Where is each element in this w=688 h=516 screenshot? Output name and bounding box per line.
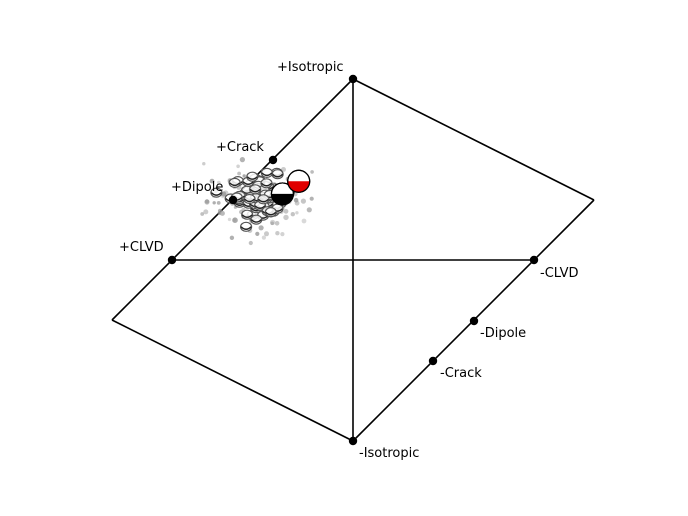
reference-points: +Isotropic +Crack +Dipole +CLVD -CLVD -Dipole… (119, 60, 579, 461)
solution-beachball (246, 171, 259, 182)
solution-point (283, 214, 289, 221)
solution-point (283, 208, 289, 214)
beachball-nodal-line (249, 188, 261, 193)
solution-point (270, 219, 276, 225)
solution-point (300, 198, 306, 204)
reference-label: -Crack (440, 366, 482, 381)
solution-point (227, 217, 232, 222)
solution-point (209, 178, 215, 184)
solution-beachball (260, 167, 273, 178)
solution-beachball (241, 209, 254, 220)
reference-point (348, 74, 358, 84)
beachball-nodal-line (254, 205, 266, 209)
beachball-border (270, 182, 295, 206)
beachball-nodal-line (246, 176, 258, 180)
frame-edge (111, 319, 354, 442)
beachball-quadrant (287, 181, 310, 193)
solution-point (248, 240, 253, 246)
solution-point (212, 201, 216, 205)
beachball-nodal-line (272, 173, 284, 178)
beachball-quadrant (271, 193, 294, 205)
best-fit-layer (270, 169, 311, 206)
beachball-nodal-line (244, 198, 255, 203)
solution-beachball (260, 178, 273, 189)
solution-point (216, 201, 221, 205)
beachball-nodal-line (210, 192, 222, 196)
solution-point (200, 212, 205, 216)
frame-edge (352, 78, 595, 201)
beachball-nodal-line (240, 226, 252, 230)
lune-frame (111, 78, 595, 442)
reference-label: -Dipole (480, 326, 526, 341)
reference-label: -Isotropic (359, 446, 419, 461)
solution-point (217, 211, 222, 215)
reference-point (348, 436, 358, 446)
reference-point (228, 195, 238, 205)
reference-label: +Crack (216, 140, 264, 155)
solution-point (258, 225, 264, 231)
beachball-nodal-line (261, 172, 273, 177)
solution-point (274, 221, 280, 226)
solution-point (203, 209, 209, 215)
solution-point (232, 217, 238, 223)
solution-point (219, 210, 225, 216)
solution-point (202, 162, 206, 166)
beachball-nodal-line (229, 182, 241, 187)
solution-point (204, 199, 210, 205)
reference-label: +Dipole (171, 180, 223, 195)
solution-beachball (257, 194, 270, 205)
solution-point (255, 231, 260, 236)
best-fit-beachball (287, 169, 311, 193)
solution-point (242, 174, 246, 178)
solution-point (301, 218, 307, 224)
reference-label: +CLVD (119, 240, 164, 255)
reference-point (428, 356, 438, 366)
solution-point (261, 235, 266, 240)
solution-point (290, 212, 295, 217)
beachball-nodal-line (242, 181, 254, 185)
beachball-nodal-line (261, 182, 272, 187)
beachball-nodal-line (250, 219, 262, 223)
solution-point (275, 231, 280, 236)
solution-point (280, 232, 285, 237)
solution-point (309, 196, 314, 201)
beachball-nodal-line (241, 214, 253, 218)
reference-label: +Isotropic (277, 60, 344, 75)
reference-label: -CLVD (540, 266, 579, 281)
solution-beachball (250, 214, 263, 225)
solution-point (229, 235, 235, 240)
beachball-border (287, 169, 311, 193)
solution-beachball (249, 184, 262, 195)
reference-point (469, 316, 479, 326)
solution-beachball (240, 221, 253, 232)
solution-point (310, 170, 314, 174)
solution-beachball (271, 169, 284, 180)
solution-point (295, 211, 299, 215)
solution-point (216, 180, 221, 185)
reference-point (167, 255, 177, 265)
solution-point (236, 164, 240, 169)
solution-beachball (228, 177, 241, 188)
solution-point (293, 197, 299, 203)
beachball-nodal-line (265, 211, 277, 216)
reference-point (268, 155, 278, 165)
solution-point (270, 221, 275, 226)
beachball-nodal-line (257, 198, 269, 203)
best-fit-beachball (270, 182, 295, 206)
solution-point (237, 171, 242, 176)
solution-beachball (264, 207, 277, 218)
solution-beachball (210, 187, 223, 198)
reference-point (529, 255, 539, 265)
solution-point (239, 157, 245, 163)
solution-point (264, 231, 269, 237)
solution-point (306, 207, 312, 213)
